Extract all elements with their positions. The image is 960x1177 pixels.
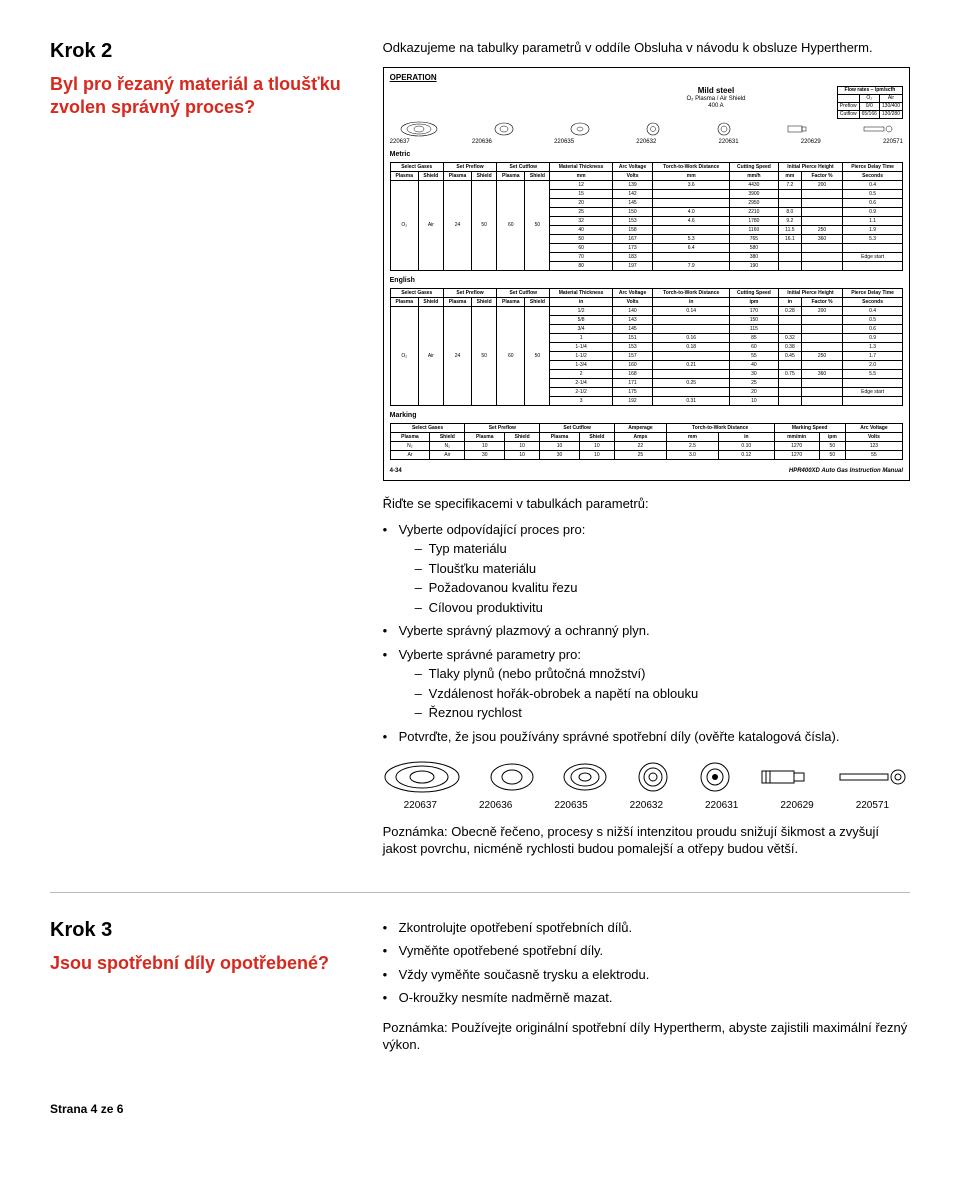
bullet-gas: Vyberte správný plazmový a ochranný plyn…	[383, 622, 910, 640]
specs-bullets: Vyberte odpovídající proces pro: Typ mat…	[383, 521, 910, 746]
krok3-left: Krok 3 Jsou spotřební díly opotřebené?	[50, 919, 347, 1062]
pn-5: 220629	[759, 800, 834, 811]
marking-label: Marking	[390, 412, 903, 419]
marking-table: Select Gases Set Preflow Set Cutflow Amp…	[390, 423, 903, 460]
dash-productivity: Cílovou produktivitu	[415, 599, 910, 617]
krok3-section: Krok 3 Jsou spotřební díly opotřebené? Z…	[50, 919, 910, 1062]
cut-chart: OPERATION Mild steel O₂ Plasma / Air Shi…	[383, 67, 910, 481]
dash-material-thickness: Tloušťku materiálu	[415, 560, 910, 578]
krok3-right: Zkontrolujte opotřebení spotřebních dílů…	[383, 919, 910, 1062]
chart-material-sub2: 400 A	[686, 103, 745, 110]
chart-manual-name: HPR400XD Auto Gas Instruction Manual	[789, 468, 903, 474]
part-1-shield-cap	[383, 760, 461, 794]
k2-note: Poznámka: Obecně řečeno, procesy s nižší…	[383, 823, 910, 858]
chart-material-title: Mild steel	[686, 86, 745, 96]
chart-footer: 4-34 HPR400XD Auto Gas Instruction Manua…	[390, 468, 903, 474]
chart-operation: OPERATION	[390, 74, 903, 82]
part-4-nozzle	[636, 762, 670, 792]
mini-part-7	[863, 125, 893, 133]
mini-part-1	[400, 121, 438, 137]
flow-header: Flow rates – lpm/scfh	[837, 87, 902, 95]
part-3-nozzle-retaining	[562, 762, 608, 792]
parts-diagram	[383, 760, 910, 794]
dash-torch-distance: Vzdálenost hořák-obrobek a napětí na obl…	[415, 685, 910, 703]
krok2-right: Odkazujeme na tabulky parametrů v oddíle…	[383, 40, 910, 866]
mini-part-6	[787, 124, 807, 134]
krok2-section: Krok 2 Byl pro řezaný materiál a tloušťk…	[50, 40, 910, 866]
k3-note: Poznámka: Používejte originální spotřebn…	[383, 1019, 910, 1054]
mini-part-3	[570, 122, 590, 136]
part-5-swirl-ring	[698, 762, 732, 792]
krok2-left: Krok 2 Byl pro řezaný materiál a tloušťk…	[50, 40, 347, 866]
bullet-params: Vyberte správné parametry pro: Tlaky ply…	[383, 646, 910, 722]
pn-6: 220571	[835, 800, 910, 811]
dash-gas-pressure: Tlaky plynů (nebo průtočná množství)	[415, 665, 910, 683]
part-7-water-tube	[838, 768, 910, 786]
dash-cut-speed: Řeznou rychlost	[415, 704, 910, 722]
pn-0: 220637	[383, 800, 458, 811]
page-footer: Strana 4 ze 6	[50, 1102, 910, 1116]
chart-flow-box: Flow rates – lpm/scfh O₂Air Preflow0/013…	[837, 86, 903, 119]
dash-material-type: Typ materiálu	[415, 540, 910, 558]
pn-4: 220631	[684, 800, 759, 811]
k3-b1: Zkontrolujte opotřebení spotřebních dílů…	[383, 919, 910, 937]
chart-mini-parts	[400, 121, 893, 137]
english-table: Select Gases Set Preflow Set Cutflow Mat…	[390, 288, 903, 406]
pn-2: 220635	[533, 800, 608, 811]
chart-material-sub1: O₂ Plasma / Air Shield	[686, 96, 745, 103]
k3-b2: Vyměňte opotřebené spotřební díly.	[383, 942, 910, 960]
separator	[50, 892, 910, 893]
krok3-title: Krok 3	[50, 919, 347, 942]
k3-b3: Vždy vyměňte současně trysku a elektrodu…	[383, 966, 910, 984]
pn-3: 220632	[609, 800, 684, 811]
chart-mini-pns: 2206372206362206352206322206312206292205…	[390, 139, 903, 145]
mini-part-4	[646, 122, 660, 136]
krok2-lead: Odkazujeme na tabulky parametrů v oddíle…	[383, 40, 910, 55]
specs-intro: Řiďte se specifikacemi v tabulkách param…	[383, 495, 910, 513]
chart-material-block: Mild steel O₂ Plasma / Air Shield 400 A	[686, 86, 745, 110]
pn-1: 220636	[458, 800, 533, 811]
metric-label: Metric	[390, 151, 903, 158]
krok2-title: Krok 2	[50, 40, 347, 63]
chart-page-num: 4-34	[390, 468, 402, 474]
part-2-shield	[489, 762, 535, 792]
krok3-question: Jsou spotřební díly opotřebené?	[50, 952, 347, 975]
part-6-electrode	[760, 765, 810, 789]
english-label: English	[390, 277, 903, 284]
parts-pns: 220637 220636 220635 220632 220631 22062…	[383, 800, 910, 811]
dash-cut-quality: Požadovanou kvalitu řezu	[415, 579, 910, 597]
bullet-consumables: Potvrďte, že jsou používány správné spot…	[383, 728, 910, 746]
k3-bullets: Zkontrolujte opotřebení spotřebních dílů…	[383, 919, 910, 1007]
metric-table: Select Gases Set Preflow Set Cutflow Mat…	[390, 162, 903, 271]
k3-b4: O-kroužky nesmíte nadměrně mazat.	[383, 989, 910, 1007]
mini-part-2	[494, 122, 514, 136]
bullet-process: Vyberte odpovídající proces pro: Typ mat…	[383, 521, 910, 617]
mini-part-5	[717, 122, 731, 136]
krok2-question: Byl pro řezaný materiál a tloušťku zvole…	[50, 73, 347, 120]
